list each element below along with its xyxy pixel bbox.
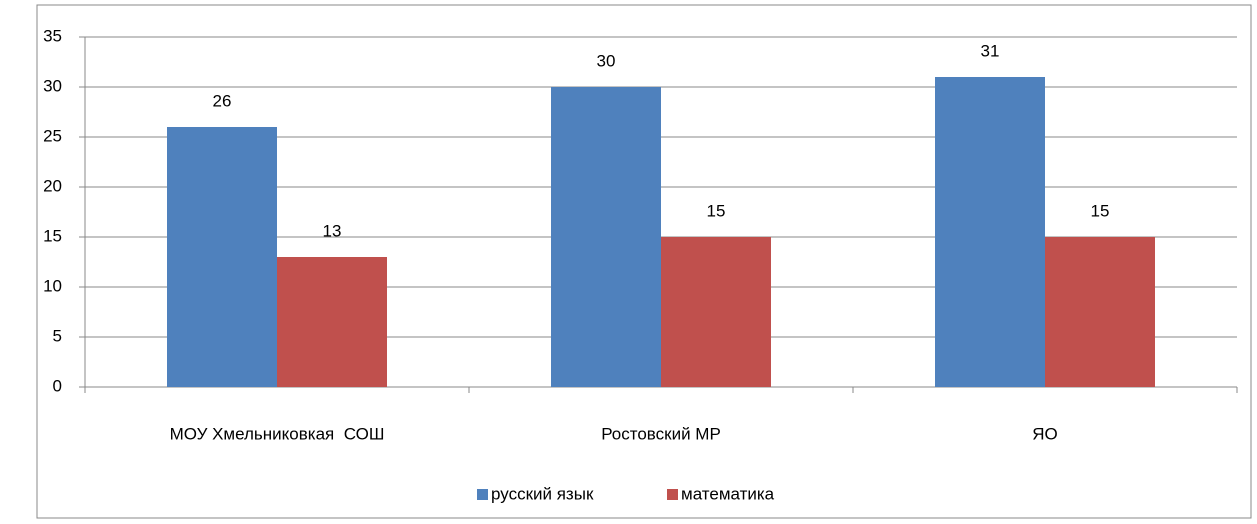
y-tick-label: 5: [53, 326, 62, 345]
x-tick-label: МОУ Хмельниковкая СОШ: [170, 424, 385, 443]
data-label: 26: [213, 91, 232, 110]
legend-swatch: [667, 489, 678, 500]
y-tick-label: 10: [43, 276, 62, 295]
y-tick-label: 35: [43, 26, 62, 45]
x-tick-label: ЯО: [1032, 424, 1058, 443]
y-tick-label: 25: [43, 126, 62, 145]
x-tick-label: Ростовский МР: [601, 424, 721, 443]
y-tick-label: 15: [43, 226, 62, 245]
legend-swatch: [477, 489, 488, 500]
bar: [1045, 237, 1155, 387]
bar: [551, 87, 661, 387]
y-tick-label: 30: [43, 76, 62, 95]
bar: [935, 77, 1045, 387]
data-label: 15: [707, 201, 726, 220]
data-label: 31: [981, 41, 1000, 60]
data-label: 30: [597, 51, 616, 70]
y-tick-label: 20: [43, 176, 62, 195]
y-tick-label: 0: [53, 376, 62, 395]
legend-label: математика: [681, 484, 775, 503]
bar: [167, 127, 277, 387]
legend-label: русский язык: [491, 484, 594, 503]
data-label: 15: [1091, 201, 1110, 220]
bar: [277, 257, 387, 387]
bar: [661, 237, 771, 387]
data-label: 13: [323, 221, 342, 240]
